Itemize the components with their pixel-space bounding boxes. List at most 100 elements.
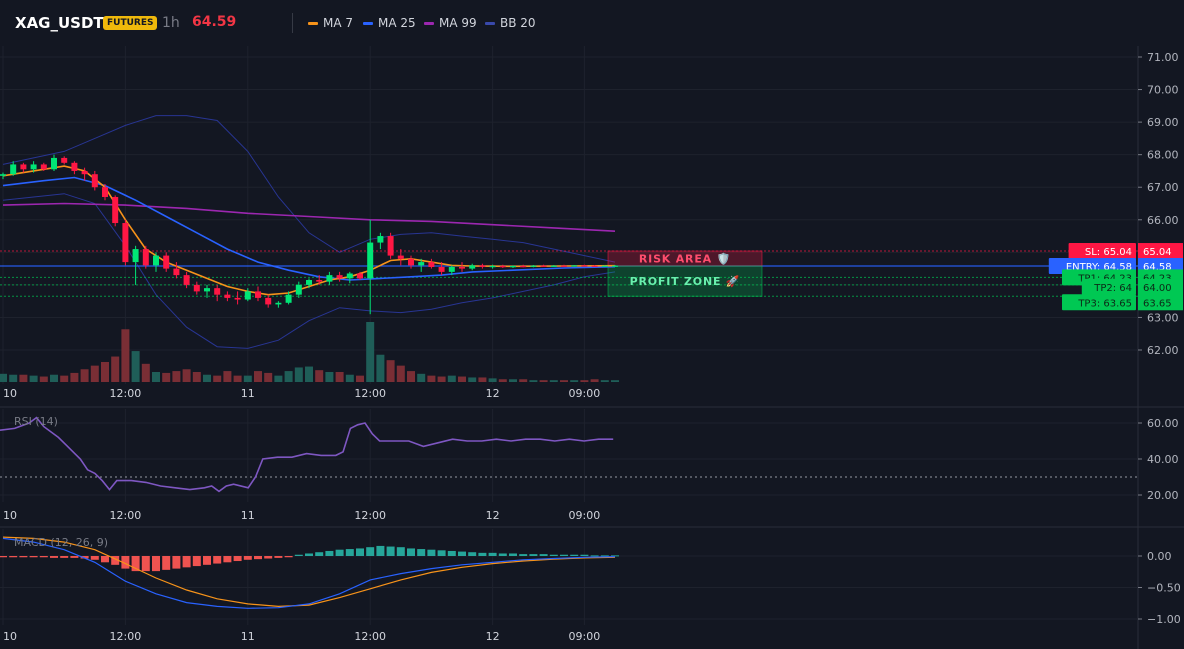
price-y-tick-label: 68.00 (1147, 149, 1179, 162)
level-tag-text-tp2: TP2: 64 (1093, 283, 1132, 294)
volume-bar (182, 369, 191, 382)
volume-bar (325, 372, 334, 382)
macd-histogram-bar (121, 556, 130, 569)
x-tick-label: 12:00 (354, 509, 386, 522)
legend-bb20[interactable]: BB 20 (485, 16, 536, 30)
volume-bar (213, 375, 222, 382)
candle-body (357, 273, 363, 279)
candle-body (581, 265, 588, 267)
macd-histogram-bar (447, 550, 456, 556)
candle-body (285, 294, 292, 303)
macd-histogram-bar (366, 547, 375, 556)
ma7-line (2, 165, 616, 296)
candle-body (479, 265, 486, 267)
volume-bar (111, 356, 120, 382)
volume-bar (9, 374, 18, 382)
volume-bar (152, 372, 160, 382)
level-value-text-sl: 65.04 (1143, 247, 1172, 258)
volume-bar (29, 375, 38, 382)
x-tick-label: 12:00 (110, 630, 142, 643)
symbol-name[interactable]: XAG_USDT (15, 14, 104, 32)
legend-bb20-label: BB 20 (500, 16, 536, 30)
volume-bar (0, 373, 7, 382)
macd-histogram-bar (478, 552, 487, 556)
volume-bar (19, 374, 28, 382)
legend-ma25[interactable]: MA 25 (363, 16, 416, 30)
macd-histogram-bar (80, 556, 89, 559)
macd-histogram-bar (111, 556, 120, 565)
level-tag-text-tp3: TP3: 63.65 (1077, 298, 1132, 309)
macd-histogram-bar (60, 556, 69, 558)
candle-body (122, 223, 129, 263)
candle-body (316, 280, 323, 282)
interval-label[interactable]: 1h (162, 15, 180, 31)
macd-histogram-bar (192, 556, 201, 567)
candle-body (550, 265, 557, 267)
ma99-line (2, 202, 616, 232)
candle-body (520, 266, 527, 268)
legend-ma7-label: MA 7 (323, 16, 354, 30)
volume-bar (427, 375, 436, 382)
candle-body (224, 294, 231, 298)
candle-body (112, 196, 119, 224)
macd-histogram-bar (213, 556, 222, 564)
volume-bar (284, 371, 293, 382)
ma25-swatch-icon (363, 21, 373, 25)
volume-bar (50, 374, 58, 382)
macd-histogram-bar (141, 556, 150, 572)
candle-body (561, 265, 567, 267)
volume-bar (90, 365, 99, 382)
level-tag-text-sl: SL: 65.04 (1085, 247, 1132, 258)
volume-bar (254, 371, 262, 382)
candle-body (20, 164, 27, 170)
volume-bar (376, 354, 385, 382)
level-value-text-entry: 64.58 (1143, 262, 1172, 273)
x-tick-label: 12 (486, 630, 500, 643)
macd-histogram-bar (590, 555, 599, 557)
candle-body (459, 266, 465, 269)
level-value-tag-tp2 (1138, 278, 1183, 295)
volume-bar (192, 372, 201, 382)
macd-histogram-bar (90, 556, 99, 560)
ma99-swatch-icon (424, 21, 434, 25)
candle-body (591, 265, 598, 267)
macd-histogram-bar (254, 556, 262, 560)
price-y-tick-label: 67.00 (1147, 181, 1179, 194)
candle-body (234, 297, 241, 300)
zone-label-profit-zone: PROFIT ZONE 🚀 (630, 275, 741, 288)
price-y-tick-label: 71.00 (1147, 51, 1179, 64)
level-value-text-tp2: 64.00 (1143, 283, 1172, 294)
zone-label-risk-area: RISK AREA 🛡️ (639, 253, 731, 266)
candle-body (418, 262, 425, 266)
candle-body (30, 164, 37, 170)
macd-histogram-bar (294, 554, 303, 556)
volume-bar (539, 380, 548, 382)
level-tag-sl (1068, 243, 1136, 260)
candle-body (306, 280, 312, 285)
candle-body (428, 262, 435, 267)
candle-body (489, 266, 496, 268)
candle-body (204, 288, 210, 292)
volume-bar (519, 379, 528, 382)
candle-body (295, 284, 302, 295)
macd-histogram-bar (243, 556, 252, 560)
price-y-tick-label: 63.00 (1147, 311, 1179, 324)
macd-y-tick-label: 0.00 (1147, 550, 1172, 563)
candle-body (102, 187, 108, 197)
legend-ma99[interactable]: MA 99 (424, 16, 477, 30)
volume-bar (141, 363, 150, 382)
legend-ma7[interactable]: MA 7 (308, 16, 353, 30)
legend-ma25-label: MA 25 (378, 16, 416, 30)
last-price: 64.59 (192, 14, 237, 30)
x-tick-label: 11 (241, 630, 255, 643)
x-tick-label: 09:00 (569, 387, 601, 400)
candle-body (377, 236, 384, 243)
macd-histogram-bar (458, 551, 466, 556)
macd-histogram-bar (529, 554, 538, 556)
volume-bar (600, 380, 609, 382)
price-y-tick-label: 70.00 (1147, 84, 1179, 97)
macd-histogram-bar (50, 556, 58, 558)
x-tick-label: 12:00 (110, 387, 142, 400)
ma7-swatch-icon (308, 21, 318, 25)
